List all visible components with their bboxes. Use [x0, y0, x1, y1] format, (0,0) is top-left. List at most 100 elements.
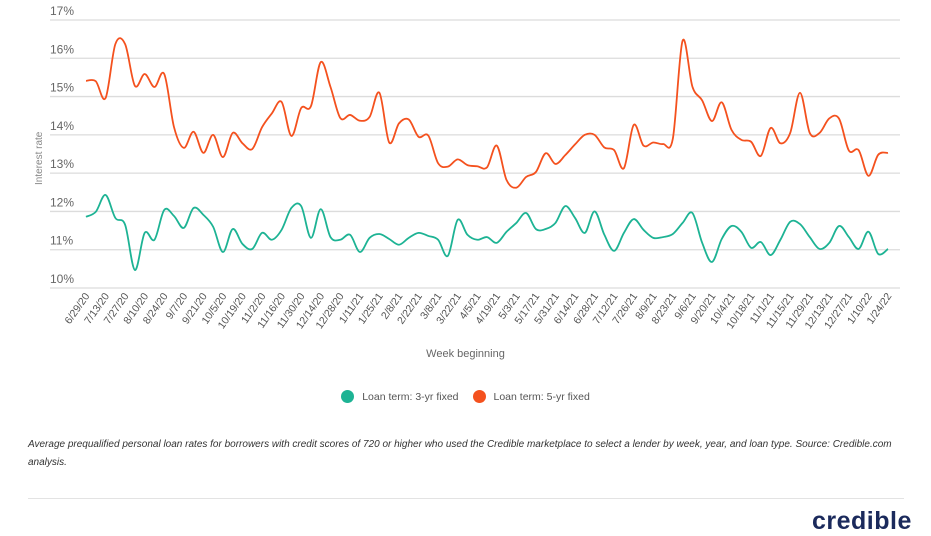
legend-swatch-5yr — [472, 390, 486, 403]
data-point-5yr — [84, 78, 89, 83]
data-point-5yr — [866, 173, 871, 178]
data-point-5yr — [113, 42, 118, 47]
legend-item-5yr[interactable]: Loan term: 5-yr fixed — [472, 390, 590, 403]
data-point-5yr — [240, 141, 245, 146]
data-point-5yr — [758, 153, 763, 158]
data-point-5yr — [93, 79, 98, 84]
data-point-3yr — [211, 224, 216, 229]
data-point-3yr — [367, 235, 372, 240]
data-point-5yr — [338, 116, 343, 121]
data-point-3yr — [338, 237, 343, 242]
data-point-5yr — [543, 151, 548, 156]
data-point-3yr — [485, 235, 490, 240]
data-point-5yr — [348, 112, 353, 117]
data-point-5yr — [162, 71, 167, 76]
data-point-3yr — [700, 240, 705, 245]
data-point-3yr — [299, 204, 304, 209]
legend-swatch-3yr — [341, 390, 355, 403]
data-point-5yr — [827, 116, 832, 121]
data-point-5yr — [123, 42, 128, 47]
y-tick-label: 15% — [50, 81, 74, 95]
data-point-3yr — [797, 222, 802, 227]
data-point-3yr — [504, 229, 509, 234]
data-point-5yr — [739, 137, 744, 142]
data-point-5yr — [426, 133, 431, 138]
data-point-3yr — [807, 235, 812, 240]
data-point-3yr — [709, 259, 714, 264]
data-point-3yr — [553, 220, 558, 225]
data-point-5yr — [436, 161, 441, 166]
data-point-5yr — [729, 127, 734, 132]
data-point-3yr — [387, 236, 392, 241]
data-point-3yr — [886, 246, 891, 251]
data-point-3yr — [846, 235, 851, 240]
data-point-3yr — [318, 207, 323, 212]
data-point-3yr — [749, 245, 754, 250]
data-point-3yr — [181, 225, 186, 230]
data-point-3yr — [573, 215, 578, 220]
data-point-5yr — [201, 150, 206, 155]
line-chart: 10%11%12%13%14%15%16%17%Interest rate6/2… — [34, 4, 900, 331]
data-point-3yr — [592, 209, 597, 214]
data-point-3yr — [524, 210, 529, 215]
data-point-3yr — [348, 232, 353, 237]
data-point-5yr — [700, 98, 705, 103]
data-point-3yr — [876, 251, 881, 256]
data-point-3yr — [543, 227, 548, 232]
data-point-5yr — [172, 125, 177, 130]
data-point-5yr — [641, 143, 646, 148]
data-point-5yr — [445, 164, 450, 169]
data-point-5yr — [191, 129, 196, 134]
data-point-5yr — [494, 143, 499, 148]
data-point-5yr — [749, 139, 754, 144]
data-point-3yr — [308, 235, 313, 240]
data-point-3yr — [269, 237, 274, 242]
data-point-5yr — [768, 125, 773, 130]
y-tick-label: 11% — [50, 234, 73, 248]
y-tick-label: 12% — [50, 195, 74, 209]
data-point-3yr — [494, 240, 499, 245]
data-point-5yr — [465, 163, 470, 168]
data-point-5yr — [485, 165, 490, 170]
data-point-3yr — [152, 237, 157, 242]
data-point-3yr — [563, 204, 568, 209]
data-point-5yr — [563, 153, 568, 158]
data-point-5yr — [582, 132, 587, 137]
data-point-5yr — [504, 178, 509, 183]
divider — [28, 498, 904, 499]
data-point-3yr — [445, 253, 450, 258]
data-point-5yr — [514, 185, 519, 190]
data-point-3yr — [162, 207, 167, 212]
data-point-3yr — [856, 246, 861, 251]
data-point-3yr — [328, 235, 333, 240]
data-point-5yr — [269, 111, 274, 116]
data-point-3yr — [279, 227, 284, 232]
data-point-3yr — [465, 232, 470, 237]
data-point-3yr — [172, 214, 177, 219]
data-point-3yr — [739, 229, 744, 234]
y-tick-label: 10% — [50, 272, 74, 286]
data-point-3yr — [533, 227, 538, 232]
data-point-3yr — [396, 242, 401, 247]
data-point-5yr — [788, 130, 793, 135]
data-point-5yr — [886, 150, 891, 155]
data-point-5yr — [416, 134, 421, 139]
data-point-3yr — [778, 237, 783, 242]
data-point-5yr — [612, 148, 617, 153]
data-point-5yr — [279, 99, 284, 104]
data-point-5yr — [602, 145, 607, 150]
y-tick-label: 17% — [50, 4, 74, 18]
data-point-3yr — [661, 235, 666, 240]
series-line-5yr — [85, 37, 889, 189]
y-tick-label: 14% — [50, 119, 74, 133]
data-point-5yr — [797, 90, 802, 95]
data-point-3yr — [651, 235, 656, 240]
data-point-5yr — [690, 84, 695, 89]
data-point-3yr — [621, 230, 626, 235]
legend-item-3yr[interactable]: Loan term: 3-yr fixed — [341, 390, 459, 403]
data-point-5yr — [475, 164, 480, 169]
data-point-3yr — [436, 237, 441, 242]
chart-caption: Average prequalified personal loan rates… — [28, 439, 892, 468]
credible-logo: credible — [812, 507, 912, 535]
data-point-3yr — [582, 230, 587, 235]
